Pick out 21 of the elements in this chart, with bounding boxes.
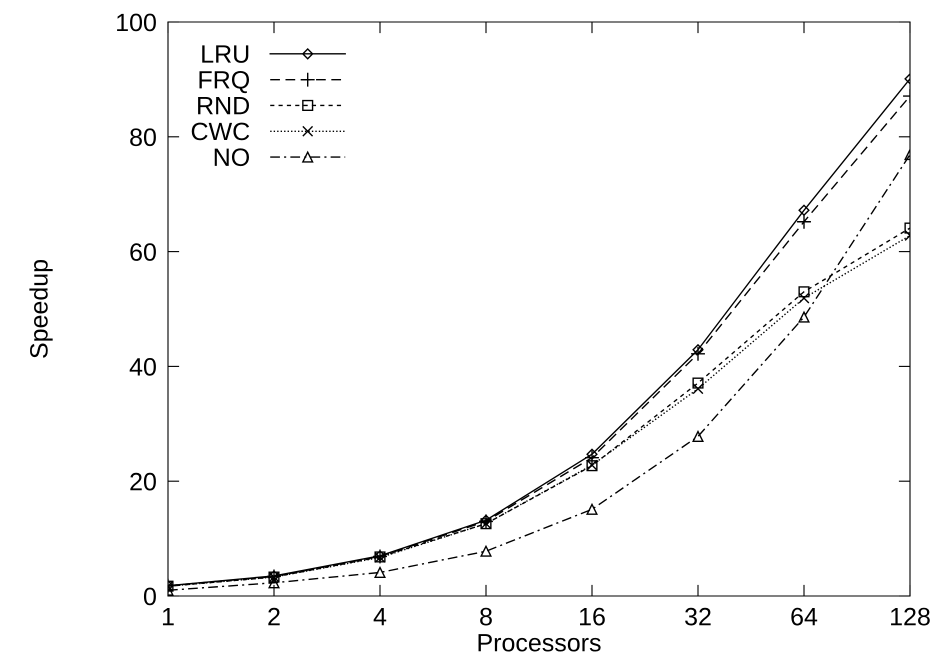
x-tick-label: 16 xyxy=(580,608,605,626)
x-tick-label: 1 xyxy=(162,608,174,626)
x-tick-label: 128 xyxy=(891,608,930,626)
y-tick-label: 0 xyxy=(144,588,156,606)
legend-label: RND xyxy=(198,97,250,114)
x-tick-label: 32 xyxy=(685,608,711,626)
legend-label: FRQ xyxy=(199,70,250,94)
x-axis-title: Processors xyxy=(478,634,601,652)
x-tick-label: 2 xyxy=(268,608,280,626)
x-tick-label: 4 xyxy=(374,608,386,626)
y-tick-label: 80 xyxy=(130,128,156,146)
legend-label: LRU xyxy=(202,45,248,63)
legend-label: NO xyxy=(214,148,250,166)
y-tick-label: 20 xyxy=(130,472,156,491)
y-tick-label: 60 xyxy=(130,243,156,261)
legend-label: CWC xyxy=(192,122,250,140)
x-tick-label: 64 xyxy=(791,608,818,626)
y-tick-label: 40 xyxy=(130,358,156,376)
x-tick-label: 8 xyxy=(480,608,492,626)
y-axis-title: Speedup xyxy=(29,260,53,358)
y-tick-label: 100 xyxy=(117,14,156,32)
